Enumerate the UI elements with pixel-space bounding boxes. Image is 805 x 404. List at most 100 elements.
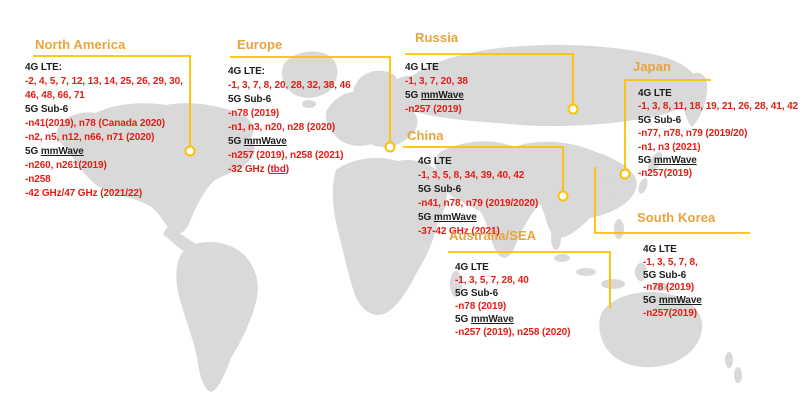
region-bands-china: 4G LTE -1, 3, 5, 8, 34, 39, 40, 42 5G Sub-… <box>418 155 538 239</box>
band-category-label: 4G LTE <box>643 244 677 255</box>
map-markers <box>184 103 631 202</box>
underlined-term: mmWave <box>470 314 514 325</box>
region-title-north-america: North America <box>35 37 126 52</box>
region-title-china: China <box>407 128 444 143</box>
band-value-text: -n41, n78, n79 (2019/2020) <box>418 198 539 209</box>
band-value-text: -n41(2019), n78 (Canada 2020) <box>25 118 165 129</box>
band-value-text: -n77, n78, n79 (2019/20) <box>638 128 748 140</box>
band-category-label: 4G LTE <box>638 88 672 99</box>
island-iceland <box>302 100 316 108</box>
region-bands-south-korea: 4G LTE -1, 3, 5, 7, 8, 5G Sub-6 -n78 (2019)… <box>643 244 702 321</box>
map-marker-russia <box>567 103 579 115</box>
band-value-text: -n257 (2019), n258 (2021) <box>228 150 344 161</box>
band-category-label: 5G Sub-6 <box>643 269 687 281</box>
band-value-text: -n257(2019) <box>643 307 697 319</box>
band-category-label: 4G LTE <box>405 62 439 73</box>
band-value-text: -n1, n3, n20, n28 (2020) <box>228 122 336 133</box>
band-category-label: 5G mmWave <box>638 155 697 167</box>
continent-australia <box>599 291 703 368</box>
band-value-text: 46, 48, 66, 71 <box>25 90 85 101</box>
leader-lines <box>33 53 750 308</box>
band-value-text: -1, 3, 5, 7, 28, 40 <box>455 275 529 286</box>
region-title-south-korea: South Korea <box>637 210 716 225</box>
band-value-text: -n78 (2019) <box>228 108 280 119</box>
band-value-text: -1, 3, 8, 11, 18, 19, 21, 26, 28, 41, 42 <box>638 101 799 113</box>
band-value-text: -n78 (2019) <box>455 301 507 312</box>
map-marker-china <box>557 190 569 202</box>
scandinavia <box>353 70 398 105</box>
continent-asia <box>435 141 637 258</box>
continent-greenland <box>281 51 338 98</box>
leader-line-north-america <box>33 55 191 146</box>
underlined-term: mmWave <box>433 212 477 223</box>
island-indonesia-2 <box>576 268 596 276</box>
island-indonesia-1 <box>554 254 570 262</box>
band-category-label: 5G mmWave <box>25 146 84 157</box>
band-value-text: -42 GHz/47 GHz (2021/22) <box>25 188 143 199</box>
underlined-term: mmWave <box>243 136 287 147</box>
island-indonesia-3 <box>601 279 625 289</box>
band-category-label: 4G LTE <box>455 262 489 273</box>
region-bands-europe: 4G LTE: -1, 3, 7, 8, 20, 28, 32, 38, 46 5G… <box>228 65 351 177</box>
region-title-australia-sea: Australia/SEA <box>449 228 537 243</box>
band-category-label: 5G mmWave <box>405 90 464 101</box>
region-bands-australia-sea: 4G LTE -1, 3, 5, 7, 28, 40 5G Sub-6 -n78 (2… <box>455 261 570 339</box>
island-new-zealand-south <box>734 367 742 383</box>
map-marker-north-america <box>184 145 196 157</box>
kamchatka <box>683 72 708 127</box>
band-value-text: -2, 4, 5, 7, 12, 13, 14, 25, 26, 29, 30, <box>25 76 183 87</box>
band-category-label: 5G mmWave <box>418 212 477 223</box>
korea-peninsula <box>606 177 618 195</box>
band-value-text: -37-42 GHz (2021) <box>418 226 500 237</box>
island-japan-honshu <box>647 152 663 172</box>
band-value-text: -n258 <box>25 174 51 185</box>
region-title-europe: Europe <box>237 37 283 52</box>
region-bands-russia: 4G LTE -1, 3, 7, 20, 38 5G mmWave -n257 (20… <box>405 61 468 117</box>
band-category-label: 4G LTE: <box>25 62 62 73</box>
band-value-text: -1, 3, 7, 8, 20, 28, 32, 38, 46 <box>228 80 351 91</box>
band-category-label: 4G LTE: <box>228 66 265 77</box>
continent-north-america <box>56 103 255 234</box>
leader-line-europe <box>230 56 391 142</box>
band-value-text: -n257 (2019), n258 (2020) <box>455 327 571 338</box>
region-bands-japan: 4G LTE -1, 3, 8, 11, 18, 19, 21, 26, 28, … <box>638 87 798 181</box>
island-new-guinea <box>653 283 669 291</box>
band-value-text: -n257 (2019) <box>405 104 462 115</box>
underlined-term: mmWave <box>420 90 464 101</box>
band-category-label: 5G Sub-6 <box>455 288 499 299</box>
underlined-term: mmWave <box>653 155 697 167</box>
map-marker-europe <box>384 141 396 153</box>
band-value-text: -n2, n5, n12, n66, n71 (2020) <box>25 132 155 143</box>
band-value-text: -n257(2019) <box>638 168 692 180</box>
island-philippines <box>614 219 624 239</box>
band-category-label: 5G Sub-6 <box>638 114 682 126</box>
region-title-japan: Japan <box>633 59 672 74</box>
leader-line-japan <box>624 79 711 169</box>
island-madagascar <box>450 271 462 297</box>
island-new-zealand-north <box>725 352 733 368</box>
band-category-label: 5G Sub-6 <box>418 184 462 195</box>
leader-line-russia <box>405 53 574 104</box>
leader-line-south-korea <box>594 167 750 234</box>
band-value-text: -n1, n3 (2021) <box>638 141 701 153</box>
band-category-label: 5G Sub-6 <box>228 94 272 105</box>
world-map <box>56 44 742 392</box>
underlined-term: mmWave <box>40 146 84 157</box>
continent-south-america <box>176 241 258 392</box>
continent-africa <box>332 158 447 315</box>
band-category-label: 5G mmWave <box>228 136 287 147</box>
underlined-term: tbd <box>270 164 286 175</box>
band-value-text: -n260, n261(2019) <box>25 160 107 171</box>
band-category-label: 5G mmWave <box>455 314 514 325</box>
band-category-label: 5G mmWave <box>643 295 702 307</box>
band-category-label: 5G Sub-6 <box>25 104 69 115</box>
band-value-text: -n78 (2019) <box>643 282 695 294</box>
band-value-text: -1, 3, 5, 7, 8, <box>643 256 698 268</box>
island-japan-kyushu <box>638 178 648 194</box>
region-title-russia: Russia <box>415 30 459 45</box>
band-value-text: -32 GHz (tbd) <box>228 164 289 175</box>
malay-peninsula <box>551 226 561 250</box>
